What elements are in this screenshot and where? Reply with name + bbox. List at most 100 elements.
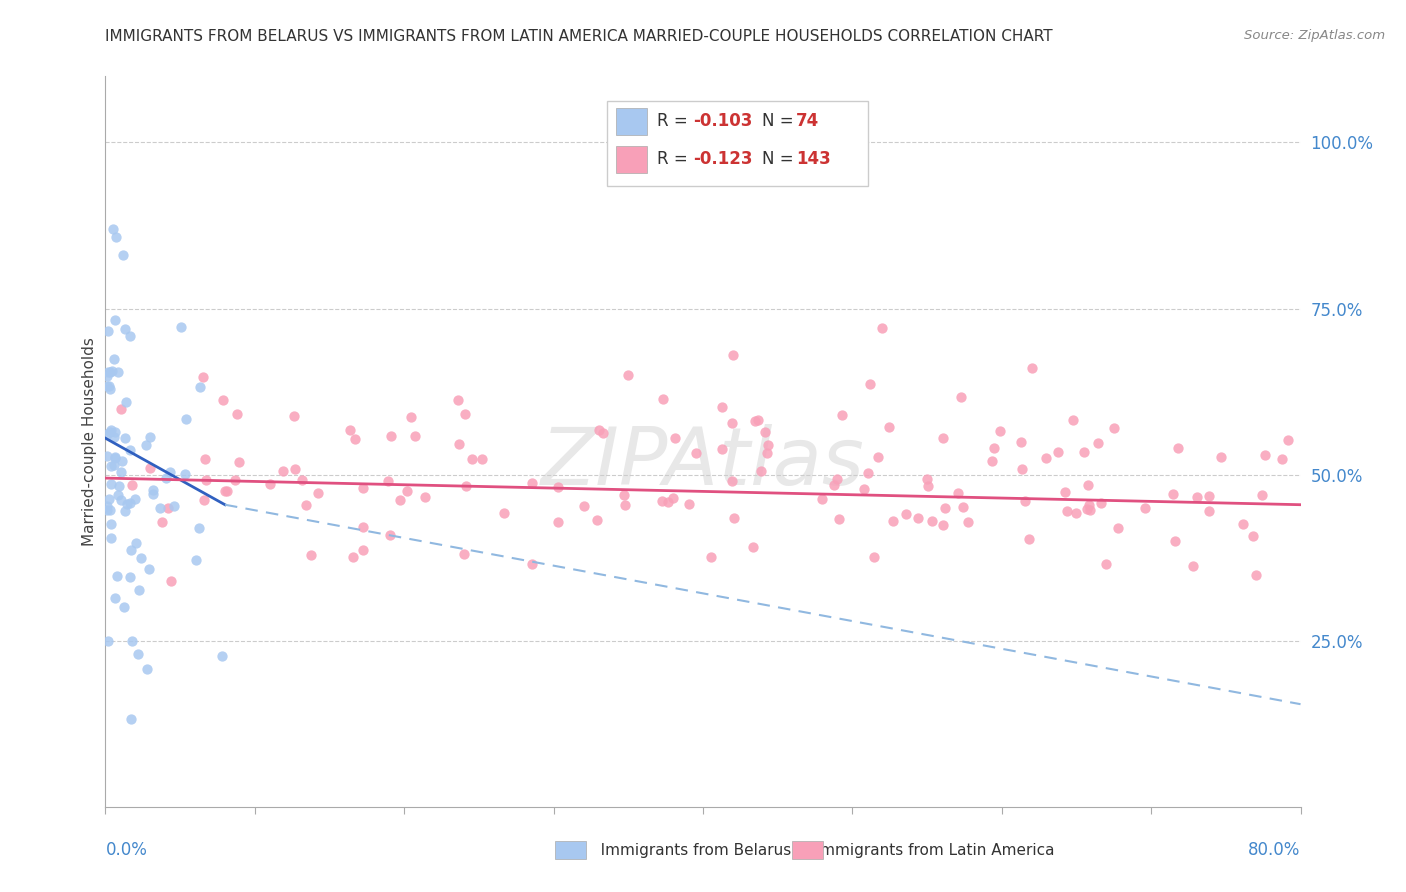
Point — [170, 320, 193, 334]
Point — [96, 502, 118, 516]
Point — [125, 536, 148, 550]
Point — [118, 443, 141, 458]
Point — [1010, 435, 1032, 450]
Point — [1251, 488, 1274, 502]
Point — [212, 393, 235, 408]
Point — [211, 648, 233, 663]
Text: 80.0%: 80.0% — [1249, 841, 1301, 859]
Point — [1163, 486, 1185, 500]
Point — [98, 382, 121, 396]
Point — [741, 540, 763, 554]
Point — [1078, 502, 1101, 516]
Point — [115, 497, 138, 511]
Point — [956, 515, 979, 529]
Point — [352, 481, 374, 495]
Point — [104, 450, 127, 465]
Point — [100, 459, 122, 474]
Point — [112, 248, 135, 262]
Point — [494, 506, 516, 520]
Point — [193, 493, 215, 508]
Point — [159, 574, 181, 589]
Point — [720, 475, 742, 489]
Point — [1211, 450, 1233, 465]
Point — [352, 519, 374, 533]
Point — [662, 491, 685, 505]
Point — [150, 515, 173, 529]
Point — [96, 426, 118, 441]
Point — [142, 487, 165, 501]
Point — [174, 467, 197, 482]
Point — [271, 465, 294, 479]
Point — [859, 377, 882, 392]
Text: Source: ZipAtlas.com: Source: ZipAtlas.com — [1244, 29, 1385, 42]
Point — [1254, 448, 1277, 462]
Point — [863, 550, 886, 565]
Point — [399, 410, 422, 425]
Text: 0.0%: 0.0% — [105, 841, 148, 859]
Point — [613, 488, 636, 502]
Point — [756, 438, 779, 452]
Point — [107, 479, 129, 493]
Point — [1094, 558, 1116, 572]
Point — [454, 479, 477, 493]
Point — [96, 378, 118, 392]
Point — [1046, 445, 1069, 459]
Point — [101, 364, 124, 378]
Point — [711, 442, 734, 456]
Point — [872, 321, 894, 335]
Point — [98, 425, 121, 440]
Point — [1167, 441, 1189, 455]
Point — [1077, 478, 1099, 492]
Text: R =: R = — [657, 151, 693, 169]
Point — [1064, 506, 1087, 520]
Point — [104, 313, 127, 327]
Point — [723, 511, 745, 525]
Point — [100, 477, 122, 491]
Point — [380, 429, 402, 443]
Point — [100, 516, 122, 531]
Point — [547, 515, 569, 529]
Point — [827, 472, 849, 486]
Point — [139, 430, 162, 444]
Point — [934, 500, 956, 515]
Point — [1135, 500, 1157, 515]
Point — [1021, 361, 1043, 376]
Point — [118, 496, 141, 510]
Point — [100, 423, 122, 437]
Point — [294, 498, 316, 512]
Point — [176, 412, 198, 426]
Point — [105, 569, 128, 583]
Point — [651, 493, 673, 508]
Point — [652, 392, 675, 407]
Point — [700, 550, 723, 565]
Point — [853, 482, 876, 496]
Point — [193, 452, 215, 467]
Point — [120, 542, 142, 557]
Point — [1198, 489, 1220, 503]
Point — [195, 474, 218, 488]
Point — [114, 504, 136, 518]
Point — [103, 430, 125, 444]
Point — [142, 483, 165, 498]
Point — [1241, 529, 1264, 543]
Point — [148, 500, 170, 515]
Point — [188, 521, 211, 535]
Point — [454, 407, 477, 421]
Point — [711, 400, 734, 414]
Point — [877, 420, 900, 434]
Point — [380, 528, 402, 542]
Point — [1107, 521, 1129, 535]
Point — [896, 507, 918, 521]
Point — [1102, 421, 1125, 435]
Point — [921, 514, 943, 528]
Point — [291, 473, 314, 487]
Point — [754, 425, 776, 439]
Point — [547, 480, 569, 494]
Point — [120, 570, 142, 584]
Point — [949, 390, 972, 404]
Point — [1062, 412, 1084, 426]
Point — [96, 324, 118, 338]
Point — [112, 600, 135, 615]
Text: Immigrants from Belarus: Immigrants from Belarus — [586, 843, 792, 857]
Point — [882, 514, 904, 528]
